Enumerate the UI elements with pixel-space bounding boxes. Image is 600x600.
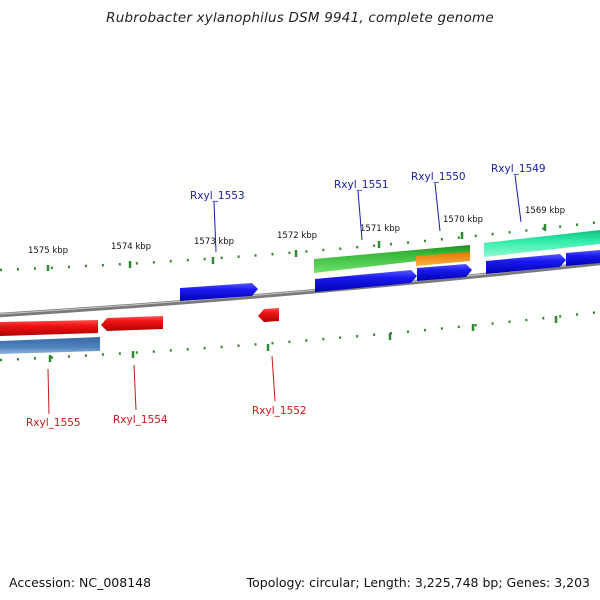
gene-label-rxyl-1549[interactable]: Rxyl_1549 <box>491 163 546 175</box>
leader-line <box>213 201 217 253</box>
feature-bar-orange <box>416 252 470 266</box>
leader-line <box>434 182 441 232</box>
gene-rxyl-1552[interactable] <box>258 308 279 322</box>
tick-track-bottom <box>0 310 600 362</box>
leader-line <box>133 364 137 411</box>
gene-forward-partial[interactable] <box>566 250 600 266</box>
gene-rxyl-1553[interactable] <box>180 283 258 301</box>
gene-rxyl-1549[interactable] <box>486 254 566 274</box>
gene-rxyl-1555[interactable] <box>0 320 98 336</box>
topology-summary: Topology: circular; Length: 3,225,748 bp… <box>246 575 590 590</box>
gene-rxyl-1550[interactable] <box>417 264 472 281</box>
gene-label-rxyl-1553[interactable]: Rxyl_1553 <box>190 190 245 202</box>
gene-label-rxyl-1550[interactable]: Rxyl_1550 <box>411 171 466 183</box>
tick-label: 1570 kbp <box>443 215 483 225</box>
leader-line <box>357 190 363 241</box>
accession-text: Accession: NC_008148 <box>9 575 152 590</box>
tick-label: 1575 kbp <box>28 246 68 256</box>
tick-label: 1574 kbp <box>111 242 151 252</box>
leader-line <box>271 355 276 402</box>
gene-label-rxyl-1551[interactable]: Rxyl_1551 <box>334 179 389 191</box>
gene-label-rxyl-1554[interactable]: Rxyl_1554 <box>113 414 168 426</box>
tick-label: 1573 kbp <box>194 237 234 247</box>
feature-bar-teal <box>484 230 600 257</box>
map-title: Rubrobacter xylanophilus DSM 9941, compl… <box>106 10 494 26</box>
gene-label-rxyl-1555[interactable]: Rxyl_1555 <box>26 417 81 429</box>
gene-label-rxyl-1552[interactable]: Rxyl_1552 <box>252 405 307 417</box>
gene-rxyl-1554[interactable] <box>101 316 163 331</box>
leader-line <box>514 174 522 223</box>
gene-rxyl-1551[interactable] <box>315 270 417 292</box>
tick-label: 1569 kbp <box>525 206 565 216</box>
feature-bar-green <box>314 245 470 273</box>
major-ticks-bottom <box>48 316 558 362</box>
tick-label: 1571 kbp <box>360 224 400 234</box>
feature-bar-steel <box>0 337 100 354</box>
tick-label: 1572 kbp <box>277 231 317 241</box>
leader-line <box>47 368 50 415</box>
genome-backbone <box>0 260 600 318</box>
major-ticks-top <box>46 224 547 271</box>
